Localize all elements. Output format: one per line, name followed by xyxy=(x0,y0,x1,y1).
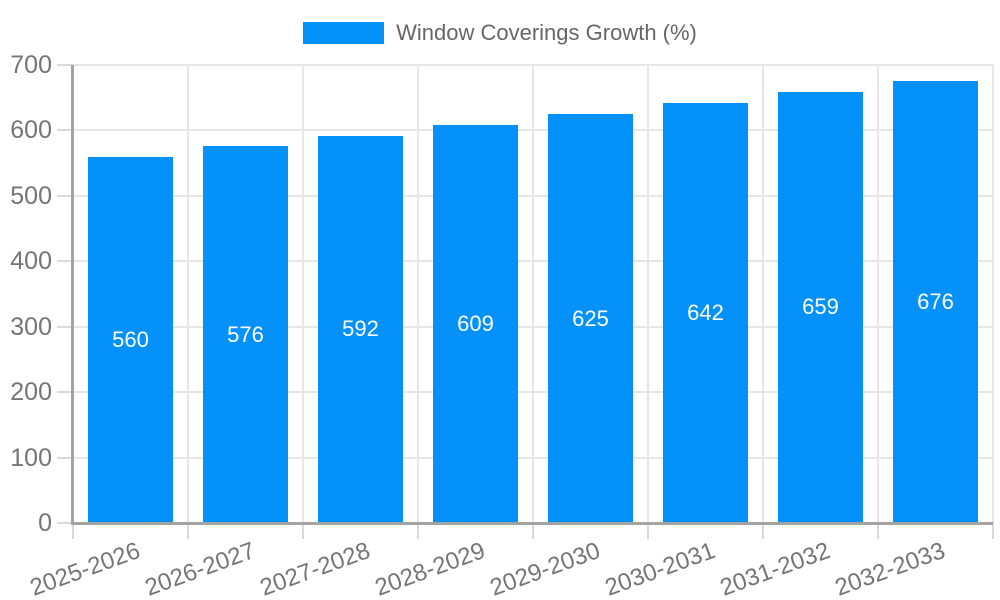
y-tick-label: 0 xyxy=(38,509,52,537)
x-tick-mark xyxy=(532,523,534,539)
bar-value-label: 676 xyxy=(917,288,954,314)
bar-value-label: 625 xyxy=(572,305,609,331)
bar-value-label: 659 xyxy=(802,294,839,320)
y-tick-mark xyxy=(57,260,73,263)
bar-value-label: 576 xyxy=(227,321,264,347)
x-gridline xyxy=(532,65,534,523)
x-tick-label: 2026-2027 xyxy=(141,537,259,600)
x-tick-label: 2031-2032 xyxy=(716,537,834,600)
y-tick-label: 300 xyxy=(10,312,52,341)
y-tick-mark xyxy=(57,64,73,66)
x-tick-label: 2029-2030 xyxy=(486,537,604,600)
x-tick-label: 2030-2031 xyxy=(601,537,719,600)
bar-2029-2030: 625 xyxy=(548,114,633,523)
x-gridline xyxy=(877,65,879,523)
x-tick-label: 2027-2028 xyxy=(256,537,374,600)
x-tick-mark xyxy=(762,523,764,539)
x-gridline xyxy=(992,65,994,523)
legend-swatch xyxy=(303,22,385,44)
y-tick-mark xyxy=(57,522,73,524)
bar-value-label: 560 xyxy=(112,326,149,352)
bar-2027-2028: 592 xyxy=(318,135,403,523)
y-tick-label: 700 xyxy=(10,51,52,79)
y-tick-label: 500 xyxy=(10,181,52,210)
x-tick-label: 2025-2026 xyxy=(26,537,144,600)
y-tick-mark xyxy=(57,391,73,394)
x-axis-line xyxy=(71,522,993,525)
x-gridline xyxy=(417,65,419,523)
x-tick-label: 2032-2033 xyxy=(831,537,949,600)
bar-2030-2031: 642 xyxy=(663,102,748,523)
bar-2028-2029: 609 xyxy=(433,124,518,523)
y-tick-mark xyxy=(57,129,73,132)
x-gridline xyxy=(187,65,189,523)
y-tick-mark xyxy=(57,325,73,328)
x-gridline xyxy=(302,65,304,523)
bar-2031-2032: 659 xyxy=(778,91,863,523)
bar-value-label: 609 xyxy=(457,310,494,336)
x-tick-mark xyxy=(417,523,419,539)
x-tick-mark xyxy=(992,523,994,539)
bar-value-label: 592 xyxy=(342,316,379,342)
x-gridline xyxy=(762,65,764,523)
y-tick-mark xyxy=(57,194,73,197)
x-tick-mark xyxy=(302,523,304,539)
x-tick-label: 2028-2029 xyxy=(371,537,489,600)
y-axis-line xyxy=(71,65,74,523)
y-tick-mark xyxy=(57,456,73,459)
legend-item[interactable]: Window Coverings Growth (%) xyxy=(0,22,1000,44)
x-tick-mark xyxy=(72,523,74,539)
y-tick-label: 200 xyxy=(10,378,52,407)
y-tick-label: 100 xyxy=(10,443,52,472)
bar-2025-2026: 560 xyxy=(88,156,173,523)
bar-2032-2033: 676 xyxy=(893,80,978,523)
x-tick-mark xyxy=(877,523,879,539)
x-tick-mark xyxy=(647,523,649,539)
x-tick-mark xyxy=(187,523,189,539)
legend-label: Window Coverings Growth (%) xyxy=(396,20,697,45)
x-gridline xyxy=(647,65,649,523)
bar-2026-2027: 576 xyxy=(203,146,288,523)
bar-value-label: 642 xyxy=(687,299,724,325)
y-tick-label: 400 xyxy=(10,247,52,276)
y-tick-label: 600 xyxy=(10,116,52,145)
